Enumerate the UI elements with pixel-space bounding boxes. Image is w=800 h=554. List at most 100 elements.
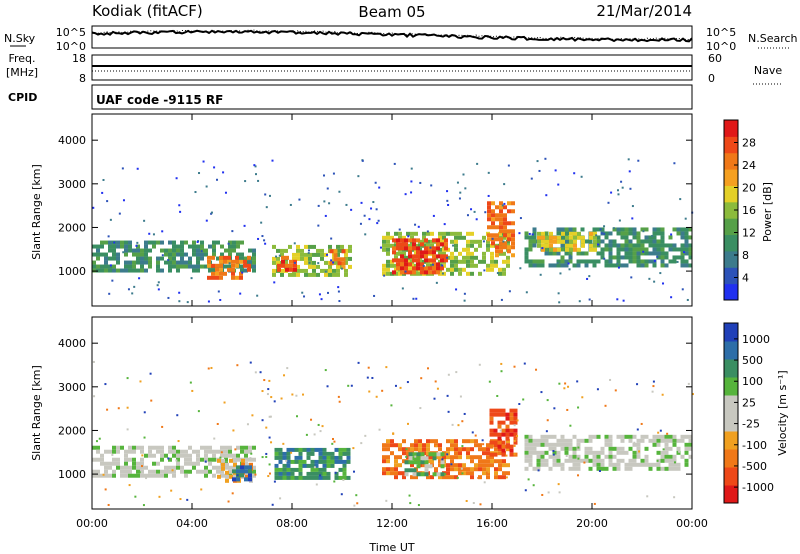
power-cell: [207, 259, 211, 264]
velocity-cell: [420, 456, 425, 461]
power-cell: [402, 251, 406, 256]
velocity-cell: [676, 462, 681, 467]
power-cell: [248, 260, 252, 265]
power-cell: [576, 259, 581, 264]
power-cell: [128, 240, 132, 245]
velocity-cell: [298, 447, 303, 452]
velocity-cell: [188, 453, 192, 458]
velocity-cell: [505, 412, 510, 417]
velocity-cell: [632, 442, 637, 447]
velocity-speck: [577, 406, 580, 409]
velocity-cell: [458, 447, 462, 452]
power-speck: [455, 288, 458, 291]
power-cell: [196, 248, 200, 253]
velocity-cell: [322, 467, 327, 472]
velocity-cell: [489, 432, 494, 437]
power-cell: [573, 235, 577, 240]
power-cell: [207, 275, 211, 280]
power-cell: [308, 264, 312, 269]
power-speck: [567, 262, 570, 265]
velocity-cell: [424, 460, 429, 465]
power-cell: [528, 247, 533, 252]
power-cell: [511, 233, 515, 238]
velocity-cell: [314, 447, 319, 452]
velocity-cell: [536, 442, 541, 447]
velocity-cell: [592, 454, 597, 459]
power-speck: [417, 225, 420, 228]
velocity-cell: [528, 458, 533, 463]
power-cell: [507, 237, 511, 242]
velocity-cell: [544, 450, 549, 455]
velocity-cell: [426, 439, 430, 444]
velocity-cell: [454, 475, 458, 480]
velocity-cell: [100, 473, 104, 478]
power-cell: [116, 260, 120, 265]
velocity-cell: [306, 455, 311, 460]
power-cell: [288, 244, 292, 249]
velocity-cell: [482, 463, 486, 468]
velocity-cell: [489, 428, 494, 433]
velocity-speck: [434, 380, 437, 383]
velocity-speck: [540, 391, 543, 394]
power-cell: [470, 231, 474, 236]
velocity-cell: [668, 462, 673, 467]
power-cell: [490, 267, 494, 272]
velocity-cell: [536, 438, 541, 443]
power-cell: [116, 256, 120, 261]
velocity-cell: [528, 454, 533, 459]
velocity-cell: [524, 434, 529, 439]
power-cell: [458, 251, 462, 256]
power-cell: [511, 209, 515, 214]
power-cell: [184, 260, 188, 265]
velocity-speck: [126, 428, 129, 431]
velocity-cell: [124, 453, 128, 458]
velocity-cell: [446, 467, 450, 472]
power-cell: [180, 244, 184, 249]
velocity-cell: [302, 447, 307, 452]
power-cell: [565, 243, 569, 248]
power-cell: [392, 238, 396, 243]
power-cell: [616, 247, 621, 252]
velocity-cell: [684, 458, 689, 463]
velocity-cell: [668, 434, 673, 439]
velocity-cell: [306, 447, 311, 452]
velocity-cell: [244, 477, 248, 482]
power-cell: [400, 246, 404, 251]
velocity-cell: [548, 434, 553, 439]
power-cell: [386, 235, 390, 240]
velocity-cell: [314, 463, 319, 468]
power-cell: [454, 267, 458, 272]
power-cell: [228, 264, 232, 269]
power-cell: [160, 256, 164, 261]
power-cell: [240, 240, 244, 245]
power-colorbar-segment: [724, 250, 738, 268]
power-cell: [549, 231, 553, 236]
power-cell: [281, 259, 285, 264]
power-cell: [680, 259, 685, 264]
power-cell: [470, 255, 474, 260]
velocity-cell: [164, 469, 168, 474]
power-cell: [348, 256, 352, 261]
velocity-cell: [216, 465, 220, 470]
power-cell: [386, 243, 390, 248]
power-cell: [308, 252, 312, 257]
power-cell: [235, 259, 239, 264]
power-cell: [336, 268, 340, 273]
velocity-speck: [236, 364, 239, 367]
power-cell: [470, 239, 474, 244]
velocity-cell: [664, 454, 669, 459]
velocity-cell: [660, 434, 665, 439]
velocity-cell: [556, 462, 561, 467]
velocity-speck: [357, 361, 360, 364]
velocity-cell: [489, 452, 494, 457]
power-cell: [495, 213, 499, 218]
power-cell: [272, 244, 276, 249]
power-cell: [252, 256, 256, 261]
power-speck: [271, 159, 274, 162]
power-speck: [308, 261, 311, 264]
velocity-cell: [532, 450, 537, 455]
power-cell: [499, 229, 503, 234]
power-cell: [454, 263, 458, 268]
velocity-cell: [434, 439, 438, 444]
power-speck: [541, 247, 544, 250]
